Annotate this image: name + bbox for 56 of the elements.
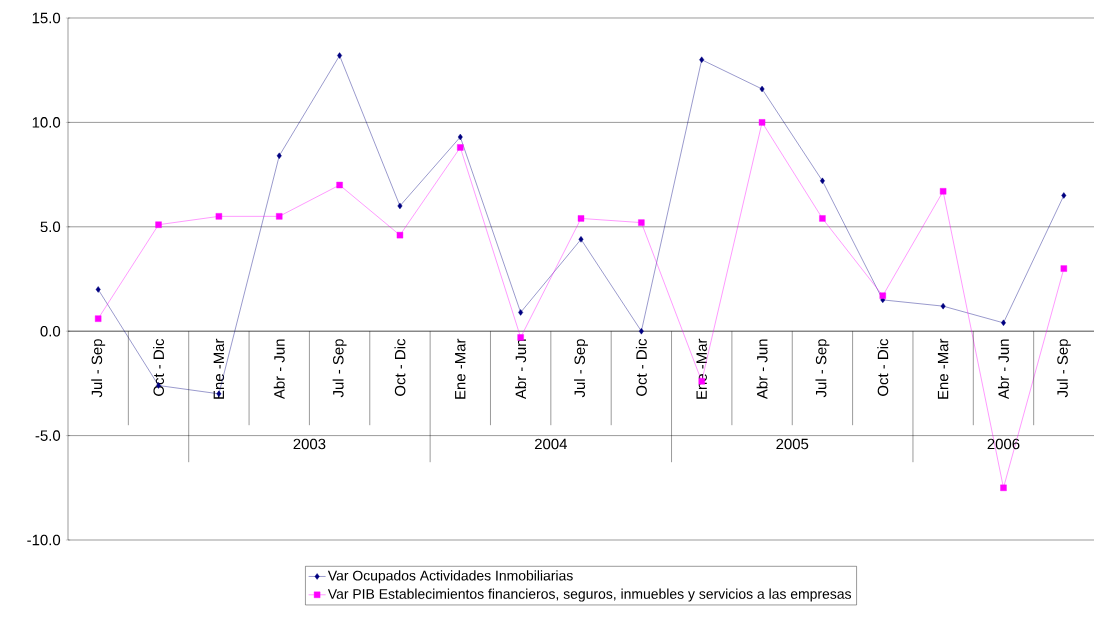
y-tick-label: 10.0 (32, 117, 61, 128)
y-tick-label: 0.0 (40, 325, 61, 337)
legend-label: Var PIB Establecimientos financieros, seguros, inmuebles y servicios a las empresas (327, 588, 852, 602)
point (578, 236, 584, 243)
point (759, 85, 765, 93)
annotation: 2003 (293, 438, 326, 450)
point (397, 202, 403, 210)
x-tick-label: Ene -Mar (213, 338, 225, 399)
point (940, 302, 946, 310)
point (1060, 265, 1068, 272)
x-tick-label: Oct - Dic (877, 338, 889, 396)
point (518, 309, 524, 316)
x-tick-label: Ene -Mar (455, 338, 466, 399)
x-tick-label: Oct - Dic (153, 338, 165, 396)
point (276, 213, 283, 220)
y-tick-label: -10.0 (27, 534, 61, 546)
y-tick-label: -5.0 (35, 430, 61, 441)
x-tick-label: Jul - Sep (332, 339, 347, 398)
x-tick-label: Jul - Sep (815, 339, 830, 398)
point (396, 231, 404, 239)
point (155, 221, 162, 228)
point (819, 215, 826, 222)
point (638, 219, 645, 226)
point (879, 292, 886, 299)
annotation: 2006 (987, 438, 1020, 450)
y-tick-label: 15.0 (32, 12, 61, 24)
point (276, 152, 282, 159)
x-tick-label: Oct - Dic (635, 338, 647, 396)
point (939, 188, 947, 195)
annotation: 2004 (534, 438, 568, 450)
point (457, 133, 463, 141)
point (1061, 192, 1067, 199)
point (577, 215, 585, 222)
x-tick-label: Ene -Mar (937, 338, 949, 399)
x-tick-label: Abr - Jun (273, 339, 285, 400)
x-tick-label: Abr - Jun (515, 339, 527, 400)
y-tick-label: 5.0 (40, 221, 61, 233)
x-tick-label: Abr - Jun (997, 339, 1009, 400)
x-tick-label: Jul - Sep (1056, 339, 1071, 398)
point (215, 213, 223, 220)
point (638, 328, 644, 335)
point (457, 144, 464, 151)
x-tick-label: Abr - Jun (756, 339, 768, 400)
point (94, 315, 102, 322)
x-tick-label: Jul - Sep (574, 339, 588, 398)
point (336, 181, 343, 189)
point (758, 119, 766, 126)
x-tick-label: Jul - Sep (91, 339, 106, 398)
x-tick-label: Oct - Dic (394, 338, 406, 396)
point (1000, 484, 1007, 491)
point (819, 177, 825, 185)
point (95, 286, 101, 293)
annotation: 2005 (776, 438, 809, 450)
point (699, 56, 705, 63)
legend-label: Var Ocupados Actividades Inmobiliarias (327, 570, 573, 584)
point (337, 52, 343, 59)
